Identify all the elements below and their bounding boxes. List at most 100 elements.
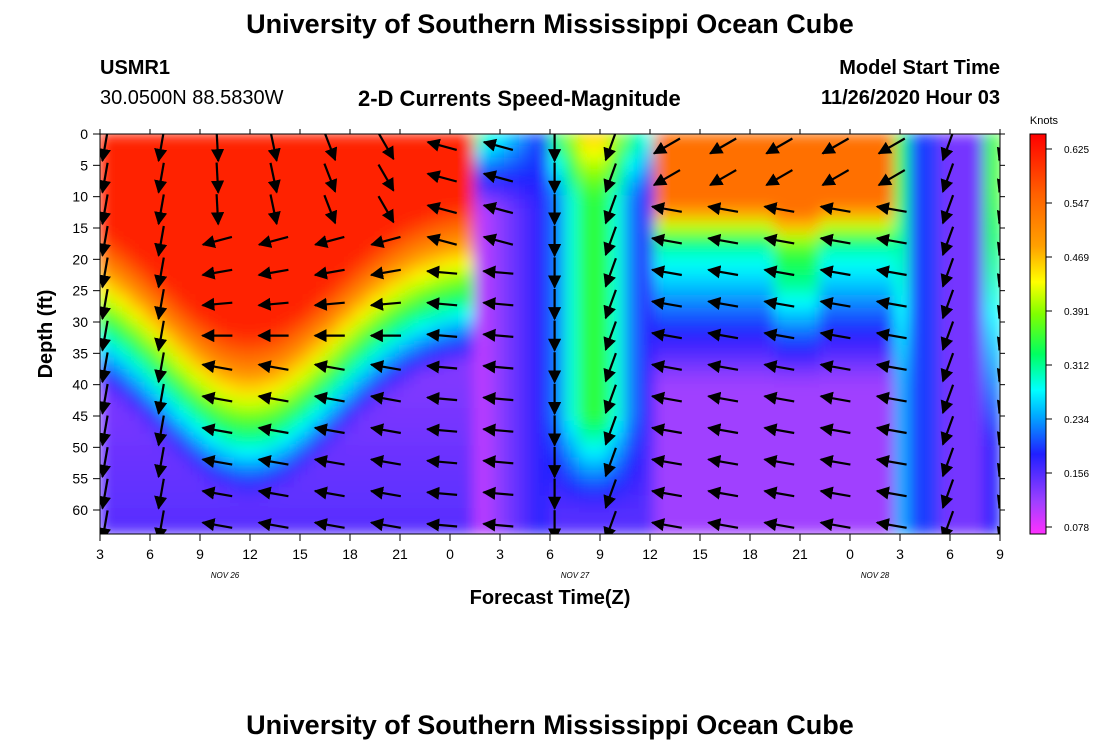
current-vector-arrow: [257, 266, 289, 280]
heatmap-cell: [864, 158, 881, 173]
heatmap-cell: [579, 508, 596, 523]
heatmap-cell: [234, 270, 251, 285]
heatmap-cell: [339, 258, 356, 273]
heatmap-cell: [624, 134, 641, 148]
heatmap-cell: [909, 270, 926, 285]
heatmap-cell: [639, 370, 656, 385]
heatmap-cell: [414, 445, 431, 460]
heatmap-cell: [579, 145, 596, 160]
heatmap-cell: [219, 208, 236, 223]
heatmap-cell: [309, 183, 326, 198]
heatmap-cell: [534, 333, 551, 348]
heatmap-cell: [234, 383, 251, 398]
heatmap-cell: [834, 495, 851, 510]
current-vector-arrow: [425, 486, 458, 500]
heatmap-cell: [100, 295, 116, 310]
heatmap-cell: [309, 258, 326, 273]
heatmap-cell: [354, 195, 371, 210]
heatmap-cell: [459, 345, 476, 360]
current-vector-arrow: [482, 391, 514, 406]
heatmap-cell: [639, 345, 656, 360]
x-tick-label: 6: [146, 546, 154, 562]
heatmap-cell: [189, 408, 206, 423]
heatmap-cell: [969, 145, 986, 160]
heatmap-cell: [369, 195, 386, 210]
heatmap-cell: [459, 420, 476, 435]
heatmap-cell: [729, 333, 746, 348]
current-vector-arrow: [940, 352, 955, 383]
heatmap-cell: [894, 370, 911, 385]
heatmap-cell: [804, 308, 821, 323]
heatmap-cell: [264, 445, 281, 460]
heatmap-cell: [294, 383, 311, 398]
heatmap-cell: [849, 220, 866, 235]
heatmap-cell: [219, 170, 236, 185]
heatmap-cell: [129, 383, 146, 398]
heatmap-cell: [564, 433, 581, 448]
heatmap-cell: [669, 245, 686, 260]
heatmap-cell: [324, 508, 341, 523]
heatmap-cell: [444, 383, 461, 398]
heatmap-cell: [864, 508, 881, 523]
heatmap-cell: [849, 358, 866, 373]
current-vector-arrow: [425, 328, 458, 342]
current-vector-arrow: [940, 384, 955, 415]
heatmap-cell: [549, 320, 566, 335]
current-vector-arrow: [482, 423, 514, 437]
heatmap-cell: [849, 495, 866, 510]
heatmap-cell: [879, 445, 896, 460]
heatmap-cell: [954, 145, 971, 160]
heatmap-cell: [249, 220, 266, 235]
current-vector-arrow: [257, 423, 289, 437]
heatmap-cell: [834, 470, 851, 485]
heatmap-cell: [174, 245, 191, 260]
heatmap-cell: [324, 358, 341, 373]
heatmap-cell: [909, 295, 926, 310]
current-vector-arrow: [940, 447, 955, 478]
heatmap-cell: [969, 370, 986, 385]
current-vector-arrow: [154, 447, 168, 479]
colorbar-tick-label: 0.625: [1064, 145, 1089, 156]
heatmap-cell: [100, 333, 116, 348]
heatmap-cell: [489, 358, 506, 373]
heatmap-cell: [219, 183, 236, 198]
heatmap-cell: [309, 195, 326, 210]
heatmap-cell: [654, 183, 671, 198]
current-vector-arrow: [603, 479, 617, 509]
heatmap-cell: [549, 470, 566, 485]
heatmap-cell: [969, 483, 986, 498]
heatmap-cell: [699, 183, 716, 198]
current-vector-arrow: [201, 454, 233, 468]
heatmap-cell: [114, 208, 131, 223]
heatmap-cell: [549, 383, 566, 398]
heatmap-cell: [519, 145, 536, 160]
heatmap-cell: [504, 258, 521, 273]
heatmap-cell: [279, 495, 296, 510]
heatmap-cell: [714, 320, 731, 335]
heatmap-cell: [564, 470, 581, 485]
heatmap-cell: [234, 170, 251, 185]
heatmap-cell: [339, 508, 356, 523]
heatmap-cell: [339, 470, 356, 485]
heatmap-cell: [624, 283, 641, 298]
heatmap-cell: [639, 470, 656, 485]
current-vector-arrow: [940, 289, 955, 320]
heatmap-cell: [384, 158, 401, 173]
heatmap-cell: [399, 470, 416, 485]
heatmap-cell: [684, 283, 701, 298]
heatmap-cell: [549, 245, 566, 260]
heatmap-cell: [564, 333, 581, 348]
current-vector-arrow: [996, 273, 1000, 288]
heatmap-cell: [729, 158, 746, 173]
heatmap-cell: [549, 483, 566, 498]
heatmap-cell: [924, 134, 941, 148]
heatmap-cell: [429, 495, 446, 510]
heatmap-cell: [459, 145, 476, 160]
heatmap-cell: [129, 408, 146, 423]
heatmap-cell: [954, 233, 971, 248]
heatmap-cell: [819, 283, 836, 298]
colorbar-tick-label: 0.469: [1064, 253, 1089, 264]
heatmap-cell: [939, 470, 956, 485]
heatmap-cell: [129, 295, 146, 310]
heatmap-cell: [879, 433, 896, 448]
